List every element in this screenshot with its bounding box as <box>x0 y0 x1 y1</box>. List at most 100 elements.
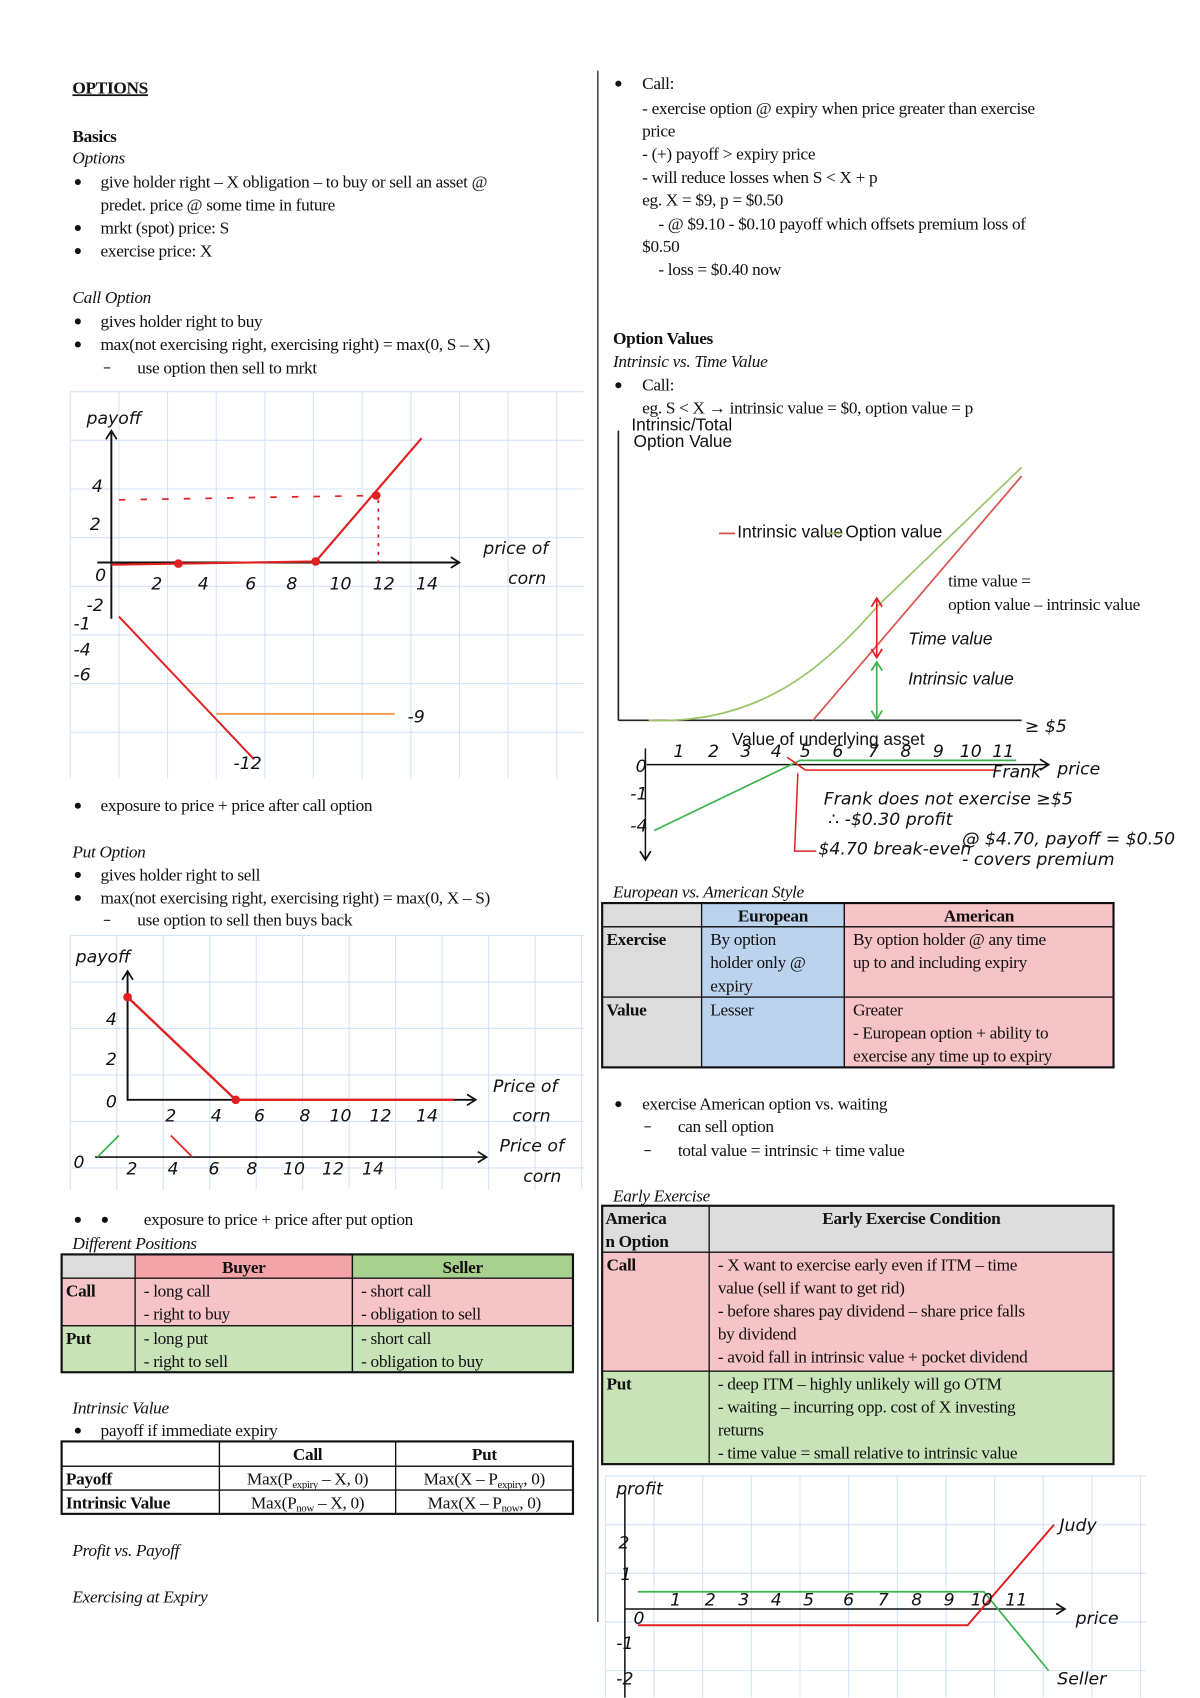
bullet <box>74 225 81 232</box>
legend-label: Intrinsic value <box>737 522 843 542</box>
table-text: - long call <box>144 1282 211 1301</box>
bullet <box>615 382 622 389</box>
table-text: holder only @ <box>710 953 805 972</box>
table-text: Greater <box>853 1000 903 1019</box>
table-header: Early Exercise Condition <box>822 1209 1001 1228</box>
text: exposure to price + price after put opti… <box>144 1210 414 1229</box>
annotation: Frank does not exercise ≥$5 <box>824 790 1073 810</box>
tick-label: 2 <box>165 1106 176 1126</box>
tick-label: 6 <box>209 1159 220 1179</box>
formula: Max(Pexpiry – X, 0) <box>247 1470 368 1491</box>
table-text: - short call <box>361 1282 432 1301</box>
tick-label: 10 <box>330 575 352 595</box>
annotation: option value – intrinsic value <box>948 595 1140 614</box>
tick-label: 2 <box>705 1591 716 1611</box>
table-text: - right to buy <box>144 1305 231 1324</box>
bullet <box>74 1427 81 1434</box>
tick-label: 14 <box>362 1159 384 1179</box>
bracket <box>793 773 817 852</box>
payoff-line <box>170 1134 194 1158</box>
text: - loss = $0.40 now <box>658 260 781 279</box>
tick-label: 4 <box>92 477 103 497</box>
tick-label: 2 <box>90 515 101 535</box>
annotation: ∴ -$0.30 profit <box>828 810 954 830</box>
tick-label: 0 <box>106 1092 117 1112</box>
subheading: Intrinsic Value <box>71 1398 169 1417</box>
tick-label: 0 <box>95 566 106 586</box>
formula-part: , 0) <box>523 1470 545 1489</box>
tick-label: 10 <box>971 1591 993 1611</box>
tick-label: 2 <box>618 1533 629 1553</box>
text: Call: <box>642 376 674 395</box>
text: predet. price @ some time in future <box>101 195 336 214</box>
text: max(not exercising right, exercising rig… <box>101 888 490 907</box>
text: Call: <box>642 74 674 93</box>
title: OPTIONS <box>72 78 148 97</box>
table-cell <box>601 902 703 928</box>
tick-label: -1 <box>74 615 91 635</box>
text: payoff if immediate expiry <box>101 1421 279 1440</box>
table-header: America <box>605 1209 667 1228</box>
table-header: Buyer <box>222 1258 266 1277</box>
subheading: Profit vs. Payoff <box>71 1541 181 1560</box>
row-label: Put <box>66 1329 92 1348</box>
table-header: Seller <box>443 1258 484 1277</box>
point <box>123 992 132 1002</box>
axis-label: corn <box>512 1106 550 1126</box>
payoff-line <box>786 756 995 771</box>
annotation: -12 <box>234 754 262 774</box>
tick-label: 9 <box>944 1591 955 1611</box>
row-label: Call <box>606 1256 636 1275</box>
tick-label: 14 <box>416 1106 438 1126</box>
payoff-line <box>96 1134 120 1158</box>
row-label: Call <box>66 1282 96 1301</box>
table-text: Lesser <box>710 1000 754 1019</box>
table-cell <box>601 1251 710 1372</box>
table-text: - deep ITM – highly unlikely will go OTM <box>718 1375 1002 1394</box>
table-text: - time value = small relative to intrins… <box>718 1444 1018 1463</box>
table-cell <box>708 1370 1115 1465</box>
subheading: Options <box>72 149 125 168</box>
tick-label: 2 <box>151 575 162 595</box>
bullet <box>74 802 81 809</box>
table-header: Call <box>293 1445 323 1464</box>
subheading: Different Positions <box>71 1234 197 1253</box>
annotation: $4.70 break-even <box>818 839 971 859</box>
table-text: By option holder @ any time <box>853 930 1047 949</box>
heading: Basics <box>72 127 117 146</box>
arrow-head <box>477 1150 489 1164</box>
formula-part: now <box>502 1503 520 1515</box>
table-text: returns <box>718 1421 764 1440</box>
row-label: Exercise <box>606 930 666 949</box>
table-cell <box>351 1325 574 1373</box>
formula-part: expiry <box>498 1479 525 1491</box>
table-cell <box>60 1440 221 1467</box>
text: total value = intrinsic + time value <box>678 1141 905 1160</box>
table-cell <box>843 926 1115 998</box>
text: mrkt (spot) price: S <box>101 218 229 237</box>
table-cell <box>708 1251 1115 1372</box>
bullet <box>74 178 81 185</box>
point <box>231 1095 240 1105</box>
annotation: Intrinsic value <box>908 669 1014 689</box>
bullet <box>615 1101 622 1108</box>
axis-label: price <box>1075 1609 1119 1629</box>
table-text: up to and including expiry <box>853 953 1028 972</box>
annotation: @ $4.70, payoff = $0.50 <box>962 830 1175 850</box>
point <box>371 491 381 500</box>
table-text: - European option + ability to <box>853 1024 1048 1043</box>
table-cell <box>134 1325 354 1373</box>
tick-label: 4 <box>211 1106 222 1126</box>
table-header: European <box>738 906 809 925</box>
tick-label: -1 <box>630 784 647 804</box>
tick-label: 5 <box>800 742 811 762</box>
tick-label: 11 <box>992 742 1014 762</box>
table-cell <box>601 926 703 998</box>
text: gives holder right to buy <box>101 312 263 331</box>
row-label: Value <box>606 1000 647 1019</box>
tick-label: 10 <box>283 1159 305 1179</box>
tick-label: 2 <box>106 1050 117 1070</box>
arrow-head <box>105 428 118 440</box>
annotation: Judy <box>1056 1516 1097 1536</box>
table-header: American <box>944 906 1015 925</box>
